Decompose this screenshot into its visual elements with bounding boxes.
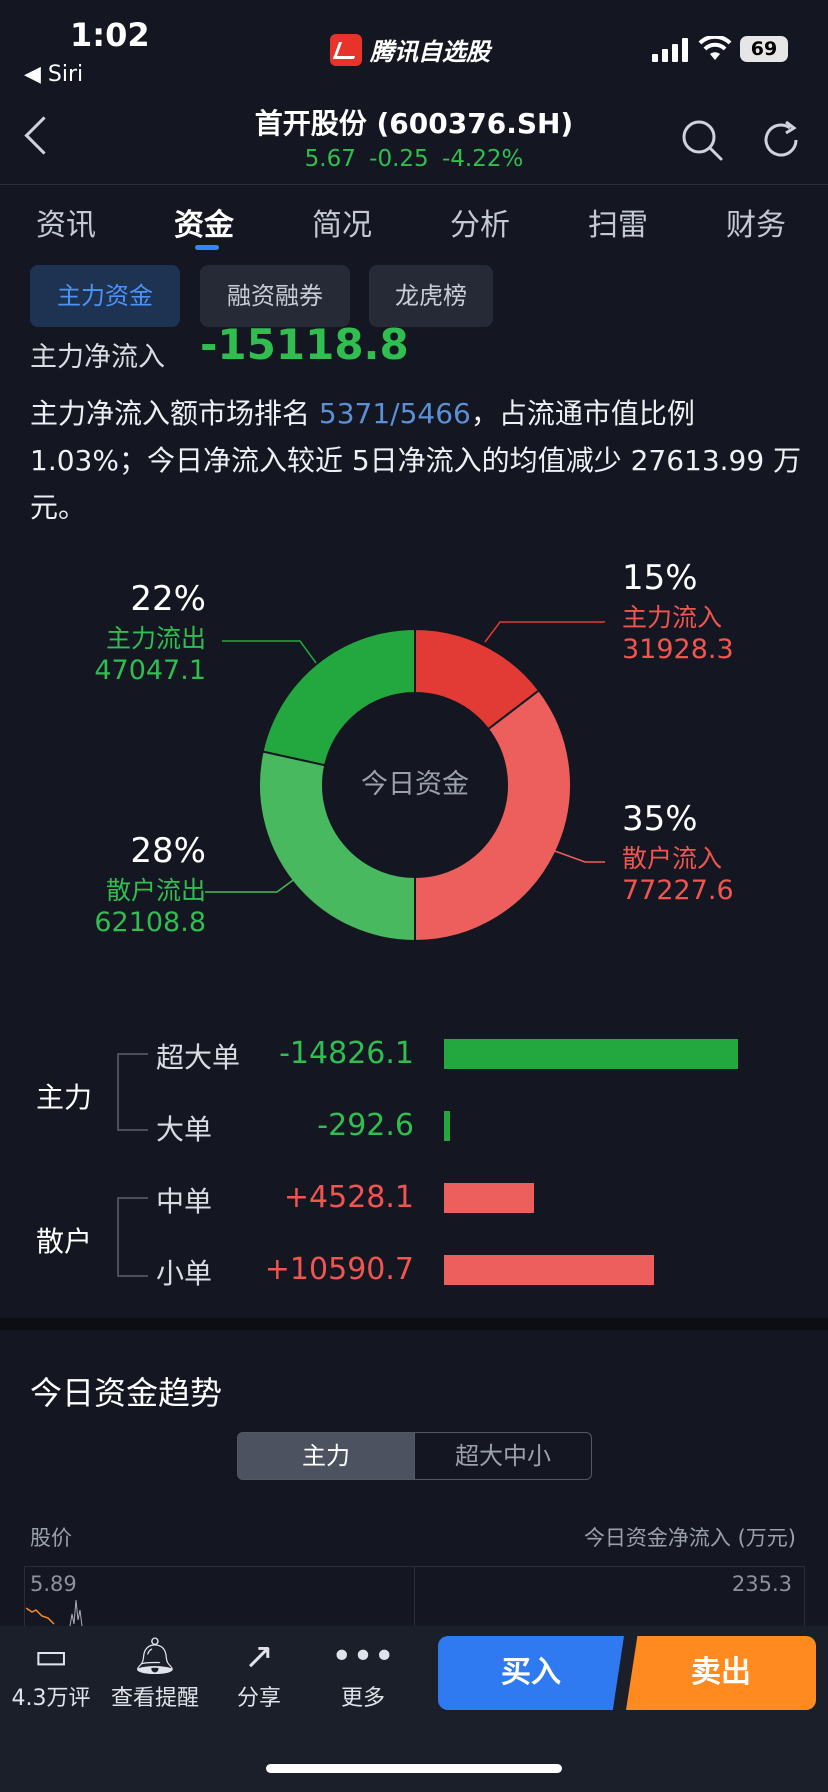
label: 散户流出 xyxy=(105,876,206,905)
chart-left-border xyxy=(24,1566,25,1626)
row-value-xl: -14826.1 xyxy=(279,1036,414,1071)
bell-icon: 🔔︎ xyxy=(132,1636,178,1677)
pct: 22% xyxy=(130,579,206,619)
arc-main-out xyxy=(261,627,416,767)
value: 77227.6 xyxy=(622,875,734,906)
header-divider xyxy=(0,184,828,185)
label: 主力流出 xyxy=(105,624,206,653)
donut-label-retail-in: 35% 散户流入 77227.6 xyxy=(622,799,734,906)
arc-retail-out xyxy=(258,750,416,943)
net-inflow-value: -15118.8 xyxy=(200,320,409,369)
row-label-medium: 中单 xyxy=(156,1185,213,1218)
tab-risk[interactable]: 扫雷 xyxy=(588,208,648,243)
price-axis-label: 股价 xyxy=(30,1526,72,1550)
search-icon[interactable] xyxy=(680,118,724,162)
comment-icon: ▭ xyxy=(33,1636,68,1677)
more-button[interactable]: ••• 更多 xyxy=(318,1634,408,1712)
fund-donut-chart xyxy=(258,627,572,943)
stock-quote: 5.67 -0.25 -4.22% xyxy=(304,146,524,172)
row-value-medium: +4528.1 xyxy=(283,1180,414,1215)
tab-overview[interactable]: 简况 xyxy=(312,208,372,243)
pct: 28% xyxy=(130,831,206,871)
tab-finance[interactable]: 财务 xyxy=(726,208,786,243)
price-top: 5.89 xyxy=(30,1572,77,1596)
app-name: 腾讯自选股 xyxy=(370,38,490,66)
desc-part2: ，占流通市值比例 1.03%；今日净流入较近 5日净流入的均值减少 27613.… xyxy=(30,397,802,524)
comments-label: 4.3万评 xyxy=(11,1686,91,1711)
donut-label-main-in: 15% 主力流入 31928.3 xyxy=(622,558,734,665)
alerts-button[interactable]: 🔔︎ 查看提醒 xyxy=(110,1634,200,1712)
arc-retail-in xyxy=(414,688,572,943)
share-label: 分享 xyxy=(236,1686,281,1711)
signal-icon xyxy=(652,38,688,62)
trend-title: 今日资金趋势 xyxy=(30,1374,223,1412)
sell-button[interactable]: 卖出 xyxy=(626,1636,816,1710)
donut-label-retail-out: 28% 散户流出 62108.8 xyxy=(86,831,206,938)
alerts-label: 查看提醒 xyxy=(110,1686,199,1711)
tab-funds[interactable]: 资金 xyxy=(174,208,234,243)
trend-seg-main[interactable]: 主力 xyxy=(237,1432,415,1480)
subtab-main-funds[interactable]: 主力资金 xyxy=(30,265,180,327)
share-icon: ↗ xyxy=(243,1636,275,1677)
section-separator xyxy=(0,1318,828,1330)
donut-leader-lines xyxy=(205,621,605,893)
donut-label-main-out: 22% 主力流出 47047.1 xyxy=(86,579,206,686)
tab-analysis[interactable]: 分析 xyxy=(450,208,510,243)
bar-xl xyxy=(444,1039,738,1069)
tab-news[interactable]: 资讯 xyxy=(36,208,96,243)
battery-indicator: 69 xyxy=(740,36,788,62)
row-value-large: -292.6 xyxy=(317,1108,414,1143)
chart-right-border xyxy=(804,1566,805,1626)
trend-line-preview xyxy=(26,1599,83,1626)
more-icon: ••• xyxy=(331,1636,395,1677)
pct: 15% xyxy=(622,558,698,598)
row-value-small: +10590.7 xyxy=(264,1252,414,1287)
home-indicator[interactable] xyxy=(266,1764,562,1773)
wifi-icon xyxy=(698,36,732,60)
bar-medium xyxy=(444,1183,534,1213)
more-label: 更多 xyxy=(340,1686,385,1711)
net-inflow-label: 主力净流入 xyxy=(30,342,165,373)
value: 47047.1 xyxy=(94,655,206,686)
donut-center-label: 今日资金 xyxy=(361,769,469,800)
group-brackets xyxy=(117,1053,148,1277)
desc-part1: 主力净流入额市场排名 xyxy=(30,397,319,430)
value: 62108.8 xyxy=(94,907,206,938)
share-button[interactable]: ↗ 分享 xyxy=(214,1634,304,1712)
value: 31928.3 xyxy=(622,634,734,665)
subtab-dragon-tiger[interactable]: 龙虎榜 xyxy=(369,265,493,327)
label: 主力流入 xyxy=(622,603,723,632)
flow-axis-label: 今日资金净流入 (万元) xyxy=(583,1526,796,1550)
row-label-large: 大单 xyxy=(156,1113,213,1146)
stock-title: 首开股份 (600376.SH) xyxy=(254,107,574,140)
row-label-small: 小单 xyxy=(156,1257,213,1290)
bar-small xyxy=(444,1255,654,1285)
status-time: 1:02 xyxy=(70,16,150,54)
market-rank: 5371/5466 xyxy=(318,397,471,430)
back-to-siri[interactable]: ◀ Siri xyxy=(24,62,84,87)
flow-description: 主力净流入额市场排名 5371/5466，占流通市值比例 1.03%；今日净流入… xyxy=(30,390,805,531)
flow-top: 235.3 xyxy=(731,1572,792,1596)
label: 散户流入 xyxy=(622,844,723,873)
row-label-xl: 超大单 xyxy=(156,1041,241,1074)
app-logo-icon xyxy=(330,33,362,66)
subtab-margin[interactable]: 融资融券 xyxy=(200,265,350,327)
refresh-icon[interactable] xyxy=(760,118,804,162)
bar-large xyxy=(444,1111,450,1141)
active-tab-indicator xyxy=(195,245,219,250)
group-main: 主力 xyxy=(36,1081,93,1114)
group-retail: 散户 xyxy=(36,1225,93,1258)
app-banner: 腾讯自选股 xyxy=(330,32,490,67)
pct: 35% xyxy=(622,799,698,839)
trend-seg-sizes[interactable]: 超大中小 xyxy=(414,1432,592,1480)
buy-button[interactable]: 买入 xyxy=(438,1636,624,1710)
chart-mid-line xyxy=(414,1566,415,1626)
comments-button[interactable]: ▭ 4.3万评 xyxy=(6,1634,96,1712)
